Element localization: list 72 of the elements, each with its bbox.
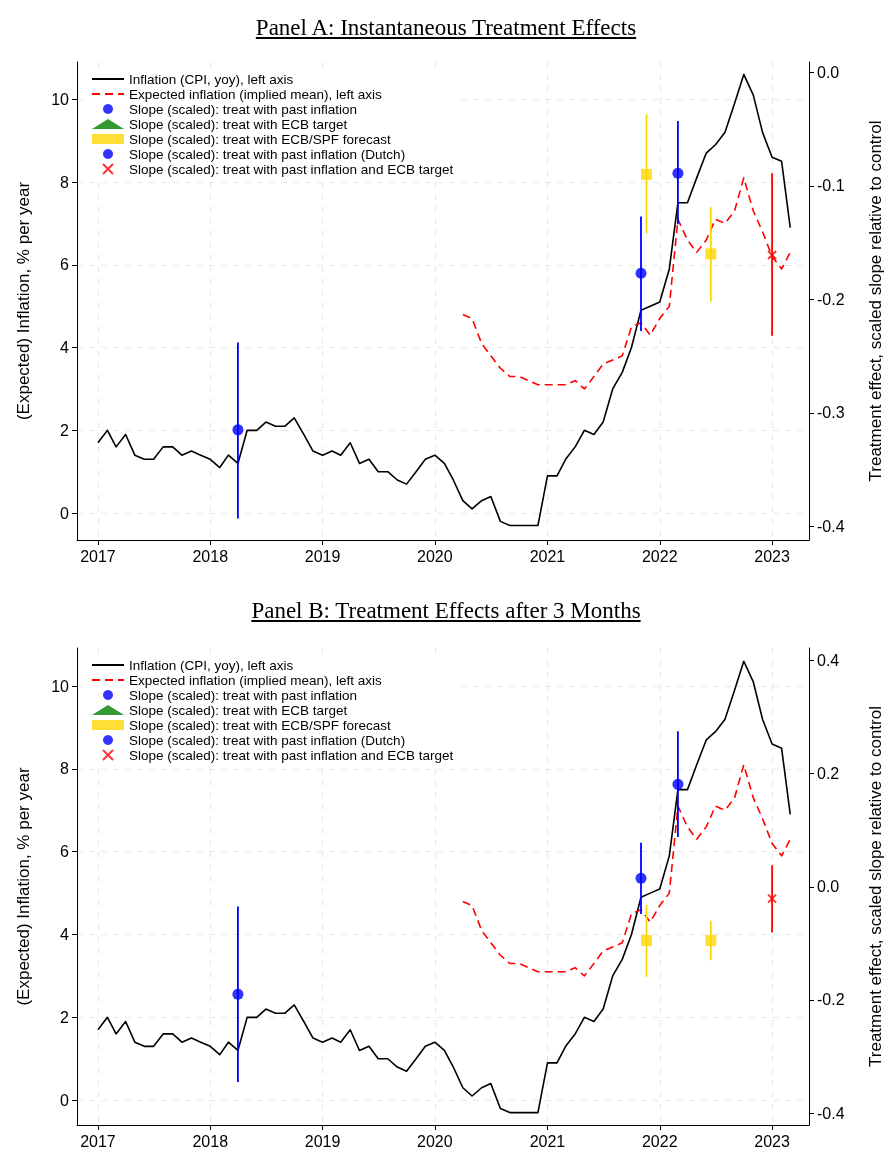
- point: [635, 267, 647, 279]
- point: [767, 893, 778, 904]
- legend-label: Slope (scaled): treat with past inflation: [129, 687, 358, 703]
- y-tick-label: 8: [60, 760, 70, 778]
- y2-tick-label: -0.2: [817, 290, 845, 308]
- legend-label: Slope (scaled): treat with past inflation: [129, 101, 358, 117]
- legend-label: Inflation (CPI, yoy), left axis: [129, 71, 294, 87]
- y2-tick-label: -0.1: [817, 177, 845, 195]
- line-series: [462, 177, 792, 390]
- point: [672, 778, 684, 790]
- x-tick-label: 2022: [641, 1132, 678, 1150]
- x-tick-label: 2017: [80, 1132, 116, 1150]
- y2-axis-title: Treatment effect, scaled slope relative to control: [866, 706, 885, 1067]
- y-tick-label: 0: [60, 504, 70, 522]
- chart-title: Panel A: Instantaneous Treatment Effects: [254, 14, 638, 42]
- legend-label: Slope (scaled): treat with ECB/SPF forecast: [129, 131, 392, 147]
- line-series: [462, 763, 792, 977]
- point: [641, 168, 653, 180]
- legend-label: Slope (scaled): treat with past inflation and ECB target: [129, 747, 454, 763]
- x-tick-label: 2021: [529, 547, 566, 565]
- point: [672, 167, 684, 179]
- x-tick-label: 2021: [529, 1132, 566, 1150]
- x-tick-label: 2018: [192, 547, 229, 565]
- legend-label: Inflation (CPI, yoy), left axis: [129, 657, 294, 673]
- point: [641, 935, 653, 947]
- y-tick-label: 6: [60, 256, 70, 274]
- point: [767, 250, 778, 261]
- x-tick-label: 2018: [192, 1132, 229, 1150]
- y2-tick-label: 0.0: [817, 878, 840, 896]
- y-tick-label: 10: [51, 90, 70, 108]
- y-tick-label: 10: [51, 677, 70, 695]
- x-tick-label: 2023: [754, 1132, 790, 1150]
- y2-tick-label: -0.4: [817, 1104, 845, 1122]
- line-series: [97, 660, 792, 1114]
- legend-label: Slope (scaled): treat with ECB/SPF forecast: [129, 717, 392, 733]
- point: [635, 872, 647, 884]
- y-tick-label: 8: [60, 173, 70, 191]
- x-tick-label: 2019: [304, 547, 341, 565]
- y-tick-label: 6: [60, 843, 70, 861]
- y-axis-title: (Expected) Inflation, % per year: [14, 767, 33, 1006]
- y-tick-label: 2: [60, 1008, 70, 1026]
- y-tick-label: 2: [60, 421, 70, 439]
- y2-tick-label: -0.2: [817, 991, 845, 1009]
- x-tick-label: 2022: [641, 547, 678, 565]
- point: [705, 935, 717, 947]
- y2-tick-label: 0.4: [817, 651, 840, 669]
- y-axis-title: (Expected) Inflation, % per year: [14, 181, 33, 421]
- point: [232, 424, 244, 436]
- x-tick-label: 2020: [417, 547, 453, 565]
- legend-label: Slope (scaled): treat with ECB target: [129, 116, 348, 132]
- legend-label: Slope (scaled): treat with past inflation (Dutch): [129, 146, 406, 162]
- y2-tick-label: -0.3: [817, 404, 845, 422]
- x-tick-label: 2020: [417, 1132, 453, 1150]
- y2-axis-title: Treatment effect, scaled slope relative to control: [866, 120, 885, 482]
- x-tick-label: 2019: [304, 1132, 341, 1150]
- legend-label: Slope (scaled): treat with ECB target: [129, 702, 348, 718]
- y-tick-label: 0: [60, 1091, 70, 1109]
- y2-tick-label: 0.2: [817, 765, 840, 783]
- y2-tick-label: -0.4: [817, 517, 845, 535]
- y-tick-label: 4: [60, 339, 70, 357]
- legend-label: Expected inflation (implied mean), left axis: [129, 86, 383, 102]
- legend-label: Expected inflation (implied mean), left axis: [129, 672, 383, 688]
- chart-title: Panel B: Treatment Effects after 3 Months: [250, 597, 642, 625]
- x-tick-label: 2023: [754, 547, 790, 565]
- y2-tick-label: 0.0: [817, 63, 840, 81]
- y-tick-label: 4: [60, 926, 70, 944]
- line-series: [97, 73, 792, 527]
- x-tick-label: 2017: [80, 547, 116, 565]
- legend-label: Slope (scaled): treat with past inflation (Dutch): [129, 732, 406, 748]
- point: [705, 248, 717, 260]
- point: [232, 988, 244, 1000]
- legend-label: Slope (scaled): treat with past inflation and ECB target: [129, 161, 454, 177]
